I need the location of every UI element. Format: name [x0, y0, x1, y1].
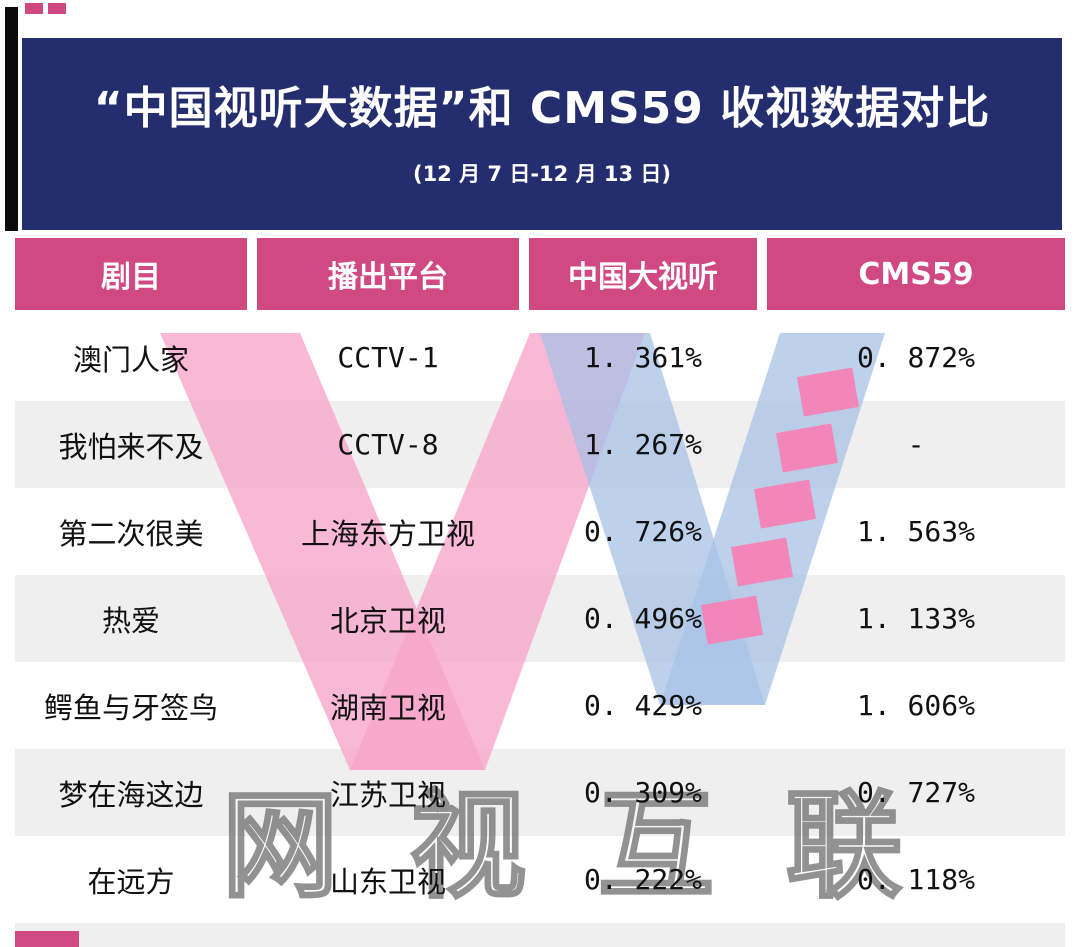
cell-platform: 山东卫视 — [329, 864, 446, 899]
table-row: 鳄鱼与牙签鸟 湖南卫视 0. 429% 1. 606% — [15, 662, 1065, 749]
comparison-table: 剧目 播出平台 中国大视听 CMS59 澳门人家 CCTV-1 1. 361% … — [15, 238, 1065, 923]
cell-csvd: 1. 361% — [583, 341, 702, 374]
cell-cms59: 1. 133% — [856, 602, 975, 635]
cell-cms59: 1. 606% — [856, 689, 975, 722]
column-header-drama: 剧目 — [15, 238, 247, 310]
deco-square-left — [25, 3, 43, 14]
table-row: 热爱 北京卫视 0. 496% 1. 133% — [15, 575, 1065, 662]
title-banner: “中国视听大数据”和 CMS59 收视数据对比 (12 月 7 日-12 月 1… — [22, 38, 1062, 230]
cell-platform: CCTV-1 — [337, 341, 439, 374]
cell-cms59: - — [907, 428, 925, 461]
date-range: (12 月 7 日-12 月 13 日) — [412, 162, 672, 186]
deco-square-right — [48, 3, 66, 14]
partial-next-row — [15, 923, 1065, 947]
page-title: “中国视听大数据”和 CMS59 收视数据对比 — [93, 83, 991, 134]
column-header-csvd: 中国大视听 — [529, 238, 757, 310]
column-header-platform: 播出平台 — [257, 238, 519, 310]
cell-platform: 湖南卫视 — [329, 690, 446, 725]
cell-platform: CCTV-8 — [337, 428, 439, 461]
cell-csvd: 0. 309% — [583, 776, 702, 809]
table-row: 在远方 山东卫视 0. 222% 0. 118% — [15, 836, 1065, 923]
cell-cms59: 1. 563% — [856, 515, 975, 548]
table-row: 澳门人家 CCTV-1 1. 361% 0. 872% — [15, 314, 1065, 401]
bottom-pink-mark — [15, 931, 79, 947]
cell-csvd: 0. 429% — [583, 689, 702, 722]
cell-drama: 第二次很美 — [58, 516, 204, 551]
table-header-row: 剧目 播出平台 中国大视听 CMS59 — [15, 238, 1065, 310]
cell-drama: 梦在海这边 — [58, 777, 204, 812]
table-row: 第二次很美 上海东方卫视 0. 726% 1. 563% — [15, 488, 1065, 575]
cell-csvd: 0. 496% — [583, 602, 702, 635]
cell-drama: 鳄鱼与牙签鸟 — [43, 690, 218, 725]
cell-csvd: 0. 726% — [583, 515, 702, 548]
cell-csvd: 1. 267% — [583, 428, 702, 461]
cell-platform: 江苏卫视 — [329, 777, 446, 812]
cell-drama: 我怕来不及 — [58, 429, 204, 464]
cell-csvd: 0. 222% — [583, 863, 702, 896]
cell-cms59: 0. 727% — [856, 776, 975, 809]
column-header-cms59: CMS59 — [767, 238, 1065, 310]
table-row: 梦在海这边 江苏卫视 0. 309% 0. 727% — [15, 749, 1065, 836]
cell-drama: 澳门人家 — [72, 342, 189, 377]
cell-drama: 在远方 — [87, 864, 175, 899]
cell-cms59: 0. 872% — [856, 341, 975, 374]
cell-platform: 北京卫视 — [329, 603, 446, 638]
left-accent-bar — [5, 7, 18, 231]
cell-drama: 热爱 — [101, 603, 160, 638]
cell-cms59: 0. 118% — [856, 863, 975, 896]
cell-platform: 上海东方卫视 — [300, 516, 475, 551]
table-row: 我怕来不及 CCTV-8 1. 267% - — [15, 401, 1065, 488]
